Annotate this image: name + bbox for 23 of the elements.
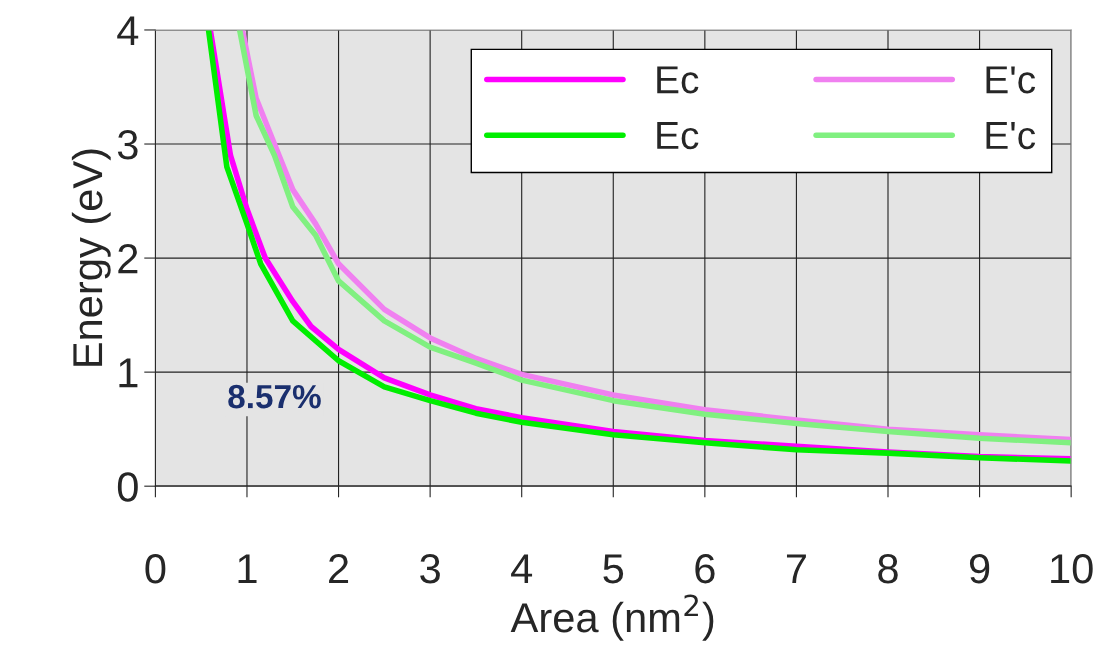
x-tick-label: 7 bbox=[786, 554, 806, 584]
x-tick-label: 1 bbox=[238, 554, 257, 584]
annotation: 8.57% bbox=[228, 384, 321, 409]
x-tick-label: 10 bbox=[1051, 553, 1093, 584]
y-axis-title: Energy (eV) bbox=[71, 149, 111, 366]
y-tick-label: 4 bbox=[117, 16, 139, 46]
x-tick-label: 0 bbox=[145, 553, 166, 584]
x-tick-label: 6 bbox=[695, 553, 715, 584]
y-tick-label: 3 bbox=[117, 130, 138, 160]
x-tick-label: 9 bbox=[969, 553, 990, 584]
legend-label: Ec bbox=[657, 122, 699, 150]
legend-label: Ec bbox=[657, 66, 699, 94]
y-tick-label: 0 bbox=[117, 472, 138, 502]
x-tick-label: 3 bbox=[420, 553, 440, 584]
y-tick-label: 2 bbox=[118, 244, 138, 274]
x-tick-label: 4 bbox=[511, 554, 533, 584]
legend-label: E'c bbox=[986, 122, 1036, 150]
y-tick-label: 1 bbox=[119, 358, 138, 388]
legend-label: E'c bbox=[986, 66, 1036, 94]
x-tick-label: 8 bbox=[878, 553, 898, 584]
x-tick-label: 5 bbox=[603, 554, 624, 584]
x-axis-title: Area (nm$^{2}$) bbox=[510, 594, 714, 641]
x-tick-label: 2 bbox=[329, 553, 349, 584]
